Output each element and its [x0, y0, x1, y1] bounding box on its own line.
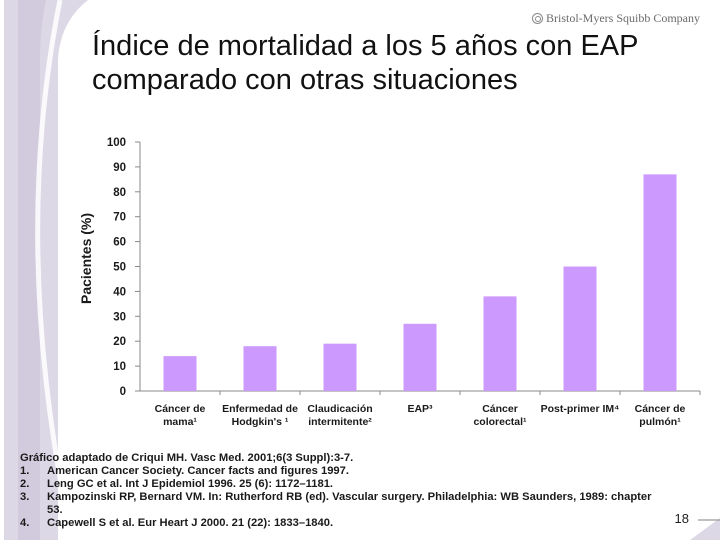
page-title: Índice de mortalidad a los 5 años con EA…: [92, 29, 712, 97]
x-tick-label: EAP³: [407, 403, 433, 415]
x-tick-label: Cáncer de: [155, 403, 206, 415]
page-number: 18: [674, 511, 689, 526]
footnote-number: 2.: [20, 478, 30, 490]
bar: [323, 343, 357, 391]
y-tick-label: 100: [107, 137, 126, 149]
y-tick-label: 50: [113, 262, 126, 274]
bms-logo-icon: [531, 13, 543, 24]
footnote-item: 3. Kampozinski RP, Bernard VM. In: Ruthe…: [20, 491, 670, 517]
x-tick-label: Post-primer IM⁴: [541, 403, 620, 415]
x-tick-label: colorectal¹: [473, 416, 527, 428]
y-tick-label: 10: [113, 361, 126, 373]
y-tick-label: 20: [113, 336, 126, 348]
footnote-text: American Cancer Society. Cancer facts an…: [47, 465, 349, 477]
footnote-number: 3.: [20, 491, 30, 503]
bar: [483, 296, 517, 391]
bar: [403, 323, 437, 391]
brand-name: Bristol-Myers Squibb Company: [545, 11, 700, 25]
footnote-intro: Gráfico adaptado de Criqui MH. Vasc Med.…: [20, 452, 354, 464]
footnote-item: 2. Leng GC et al. Int J Epidemiol 1996. …: [20, 478, 670, 491]
footnote-item: 4. Capewell S et al. Eur Heart J 2000. 2…: [20, 517, 670, 530]
y-tick-label: 60: [113, 237, 126, 249]
y-tick-label: 30: [113, 311, 126, 323]
footnote-number: 1.: [20, 465, 30, 477]
bar: [643, 174, 677, 391]
footnote-text: Capewell S et al. Eur Heart J 2000. 21 (…: [47, 517, 334, 529]
footnote-number: 4.: [20, 517, 30, 529]
y-tick-label: 40: [113, 286, 126, 298]
bar: [163, 356, 197, 391]
y-tick-label: 80: [113, 187, 126, 199]
title-line-2: comparado con otras situaciones: [92, 64, 518, 96]
x-tick-label: pulmón¹: [639, 416, 681, 428]
y-tick-label: 90: [113, 162, 126, 174]
footnotes: Gráfico adaptado de Criqui MH. Vasc Med.…: [20, 452, 670, 530]
footnote-text: Leng GC et al. Int J Epidemiol 1996. 25 …: [47, 478, 334, 490]
brand-logo: Bristol-Myers Squibb Company: [531, 11, 700, 26]
y-tick-label: 0: [120, 386, 126, 398]
x-tick-label: Hodgkin's ¹: [232, 416, 289, 428]
bar: [563, 266, 597, 391]
title-line-1: Índice de mortalidad a los 5 años con EA…: [92, 30, 639, 62]
x-tick-label: Cáncer: [482, 403, 518, 415]
footnote-text: Kampozinski RP, Bernard VM. In: Rutherfo…: [47, 491, 652, 516]
y-tick-label: 70: [113, 212, 126, 224]
y-axis-label: Pacientes (%): [78, 213, 94, 304]
x-tick-label: Claudicación: [307, 403, 372, 415]
x-tick-label: Enfermedad de: [222, 403, 298, 415]
x-tick-label: Cáncer de: [635, 403, 686, 415]
x-tick-label: intermitente²: [308, 416, 372, 428]
footnote-item: 1. American Cancer Society. Cancer facts…: [20, 465, 670, 478]
x-tick-label: mama¹: [163, 416, 197, 428]
bar: [243, 346, 277, 391]
